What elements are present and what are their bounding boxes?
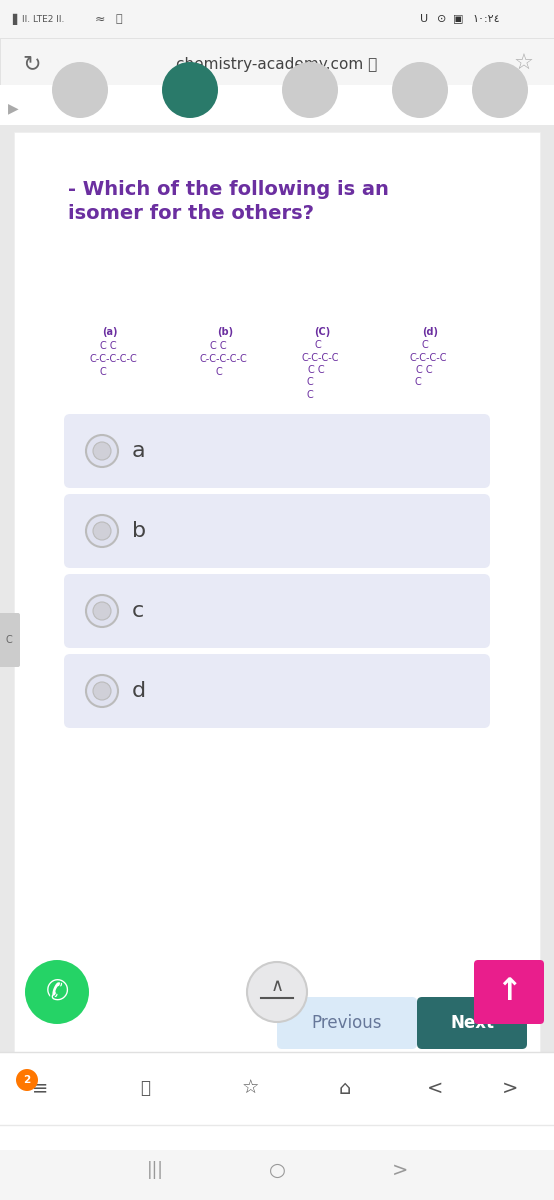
Text: C C: C C [100, 341, 117, 350]
Text: C-C-C-C-C: C-C-C-C-C [90, 354, 138, 364]
Text: ⌂: ⌂ [339, 1079, 351, 1098]
Circle shape [247, 962, 307, 1022]
Text: Previous: Previous [312, 1014, 382, 1032]
Text: - Which of the following is an
isomer for the others?: - Which of the following is an isomer fo… [68, 180, 389, 223]
Text: C: C [414, 377, 422, 386]
FancyBboxPatch shape [14, 132, 540, 1052]
Circle shape [86, 515, 118, 547]
Text: c: c [132, 601, 144, 622]
Text: a: a [132, 440, 146, 461]
Text: ☆: ☆ [241, 1079, 259, 1098]
FancyBboxPatch shape [277, 997, 417, 1049]
FancyBboxPatch shape [0, 613, 20, 667]
Text: ١٠:٢٤: ١٠:٢٤ [472, 14, 500, 24]
Circle shape [25, 960, 89, 1024]
Text: (d): (d) [422, 326, 438, 337]
FancyBboxPatch shape [64, 574, 490, 648]
Circle shape [52, 62, 108, 118]
Text: C-C-C-C: C-C-C-C [302, 353, 340, 362]
Text: C C: C C [210, 341, 227, 350]
Circle shape [282, 62, 338, 118]
FancyBboxPatch shape [474, 960, 544, 1024]
Text: ☆: ☆ [514, 54, 534, 74]
Text: ▣: ▣ [453, 14, 464, 24]
Text: Il. LTE2 Il.: Il. LTE2 Il. [22, 14, 64, 24]
Text: C: C [422, 340, 428, 350]
Text: C: C [215, 367, 222, 377]
Text: C: C [100, 367, 107, 377]
Circle shape [86, 434, 118, 467]
Text: C-C-C-C: C-C-C-C [410, 353, 448, 362]
Text: <: < [427, 1079, 443, 1098]
Text: ↑: ↑ [496, 978, 522, 1007]
Text: ≈: ≈ [95, 12, 105, 25]
FancyBboxPatch shape [0, 0, 554, 38]
Text: C: C [315, 340, 321, 350]
Text: 2: 2 [23, 1075, 30, 1085]
Circle shape [162, 62, 218, 118]
Text: C: C [306, 390, 314, 400]
Text: Next: Next [450, 1014, 494, 1032]
Text: d: d [132, 680, 146, 701]
Text: C: C [306, 377, 314, 386]
Circle shape [93, 602, 111, 620]
Text: (C): (C) [314, 326, 330, 337]
FancyBboxPatch shape [417, 997, 527, 1049]
FancyBboxPatch shape [64, 414, 490, 488]
Circle shape [86, 674, 118, 707]
Circle shape [93, 442, 111, 460]
Text: >: > [502, 1079, 518, 1098]
Text: >: > [392, 1160, 408, 1180]
FancyBboxPatch shape [0, 85, 554, 125]
FancyBboxPatch shape [64, 494, 490, 568]
Circle shape [16, 1069, 38, 1091]
Text: ▌: ▌ [12, 13, 20, 25]
Text: (a): (a) [102, 326, 118, 337]
FancyBboxPatch shape [64, 654, 490, 728]
FancyBboxPatch shape [0, 1052, 554, 1150]
Text: chemistry-academy.com 🔒: chemistry-academy.com 🔒 [176, 56, 378, 72]
Circle shape [472, 62, 528, 118]
Text: ≡: ≡ [32, 1079, 48, 1098]
Text: ∧: ∧ [270, 977, 284, 995]
FancyBboxPatch shape [0, 38, 554, 90]
Text: C C: C C [308, 365, 325, 374]
Circle shape [93, 522, 111, 540]
Text: ✆: ✆ [45, 978, 69, 1006]
Text: C C: C C [416, 365, 433, 374]
Circle shape [93, 682, 111, 700]
Circle shape [86, 595, 118, 626]
FancyBboxPatch shape [0, 1150, 554, 1200]
Text: (b): (b) [217, 326, 233, 337]
Text: 🔋: 🔋 [115, 14, 122, 24]
Text: ⬜: ⬜ [140, 1079, 150, 1097]
Text: b: b [132, 521, 146, 541]
Text: ○: ○ [269, 1160, 285, 1180]
Text: |||: ||| [147, 1162, 163, 1178]
Text: C-C-C-C-C: C-C-C-C-C [200, 354, 248, 364]
Text: U: U [420, 14, 428, 24]
Circle shape [392, 62, 448, 118]
Text: C: C [6, 635, 12, 646]
Text: ▶: ▶ [8, 101, 19, 115]
Text: ↻: ↻ [23, 54, 42, 74]
Text: ⊙: ⊙ [437, 14, 447, 24]
